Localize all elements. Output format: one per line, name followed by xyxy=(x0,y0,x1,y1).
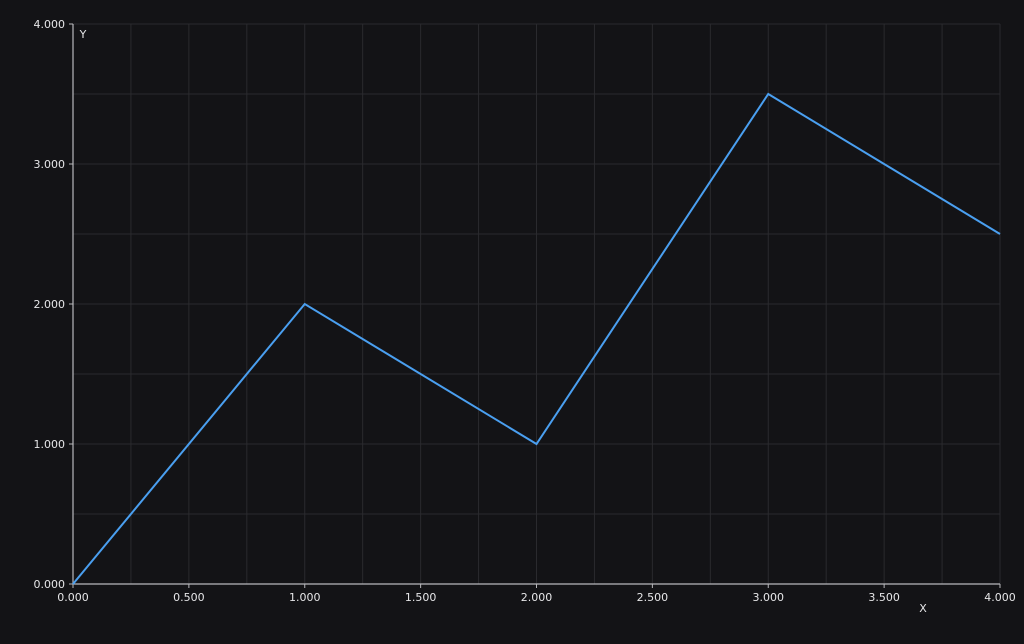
series-layer xyxy=(72,92,1001,585)
x-tick-label: 4.000 xyxy=(984,591,1016,604)
x-tick-label: 2.500 xyxy=(637,591,669,604)
x-tick-label: 1.000 xyxy=(289,591,321,604)
x-tick-label: 3.500 xyxy=(868,591,900,604)
x-axis-label: X xyxy=(919,602,927,615)
y-tick-label: 1.000 xyxy=(34,438,66,451)
y-axis-label: Y xyxy=(79,28,87,41)
x-tick-label: 0.000 xyxy=(57,591,89,604)
x-tick-label: 0.500 xyxy=(173,591,205,604)
x-tick-label: 2.000 xyxy=(521,591,553,604)
y-tick-label: 4.000 xyxy=(34,18,66,31)
tick-labels: 0.000 0.500 1.000 1.500 2.000 2.500 3.000 3.500… xyxy=(34,18,1016,604)
grid xyxy=(73,23,1001,584)
x-tick-label: 3.000 xyxy=(753,591,785,604)
y-tick-label: 0.000 xyxy=(34,578,66,591)
x-tick-label: 1.500 xyxy=(405,591,437,604)
y-tick-label: 3.000 xyxy=(34,158,66,171)
y-tick-label: 2.000 xyxy=(34,298,66,311)
series-line xyxy=(72,92,1001,585)
